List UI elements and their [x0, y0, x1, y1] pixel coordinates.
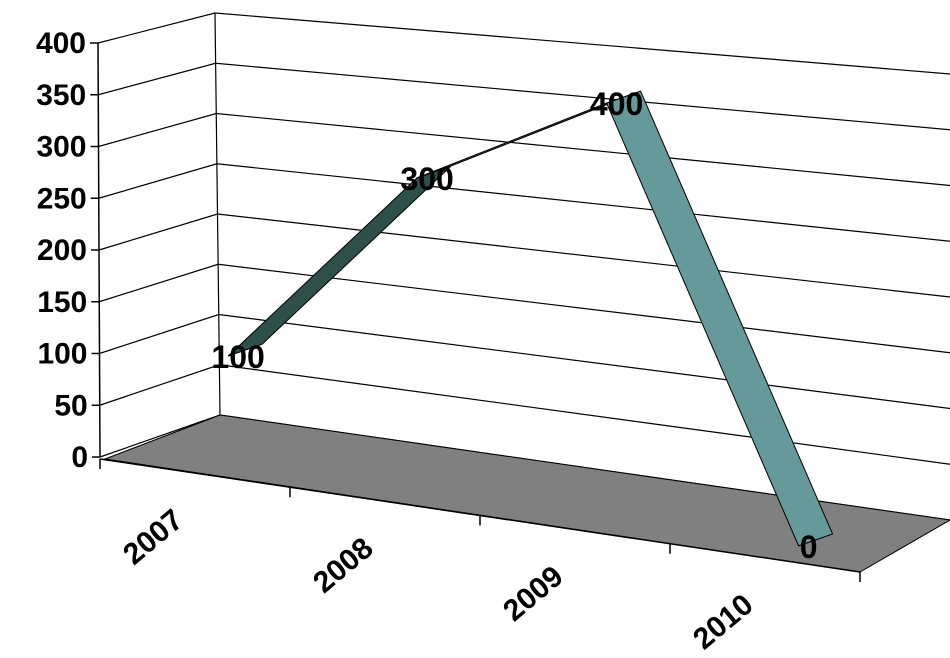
chart-floor	[103, 414, 950, 573]
y-axis-tick-labels: 0 50 100 150 200 250 300 350 400	[36, 27, 88, 474]
y-tick-label: 200	[37, 234, 87, 267]
gridline	[98, 163, 950, 242]
data-label: 400	[590, 86, 643, 122]
x-tick-label: 2009	[497, 560, 569, 628]
y-tick-label: 300	[36, 131, 86, 164]
line-segment-2009-2010	[605, 90, 834, 547]
x-tick-label: 2007	[117, 503, 189, 571]
gridline	[98, 213, 950, 298]
x-tick-label: 2010	[687, 588, 759, 656]
y-tick-label: 50	[54, 389, 87, 422]
y-tick-label: 100	[37, 338, 87, 371]
line-series	[227, 90, 834, 547]
y-tick-label: 350	[36, 79, 86, 112]
x-tick-label: 2008	[307, 531, 379, 599]
data-label: 0	[800, 529, 818, 565]
back-wall-edge	[214, 12, 221, 416]
y-tick-label: 250	[37, 182, 87, 215]
gridlines	[97, 12, 950, 521]
data-labels: 100 300 400 0	[211, 86, 817, 565]
axes	[90, 42, 861, 582]
gridline	[98, 62, 950, 131]
y-tick-label: 400	[36, 27, 86, 60]
data-label: 300	[400, 161, 453, 197]
gridline	[98, 112, 950, 187]
y-tick-label: 0	[71, 441, 88, 474]
gridline	[97, 12, 950, 75]
data-label: 100	[211, 339, 264, 375]
y-tick-label: 150	[37, 286, 87, 319]
